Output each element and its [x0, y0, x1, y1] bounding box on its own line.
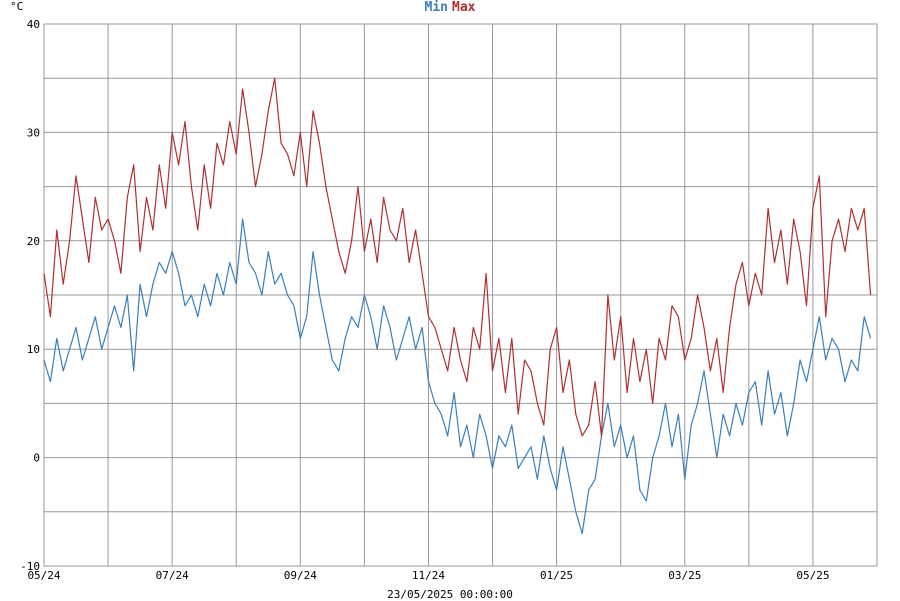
y-tick-label: 10: [27, 343, 40, 356]
y-tick-label: 20: [27, 235, 40, 248]
x-tick-label: 11/24: [412, 569, 445, 582]
legend-entry-min: Min: [424, 0, 448, 15]
x-tick-label: 05/25: [796, 569, 829, 582]
y-tick-label: -10: [20, 560, 40, 573]
x-tick-label: 05/24: [27, 569, 60, 582]
footer-timestamp: 23/05/2025 00:00:00: [387, 588, 513, 601]
y-tick-label: 0: [33, 452, 40, 465]
y-tick-label: 30: [27, 126, 40, 139]
x-tick-label: 03/25: [668, 569, 701, 582]
x-tick-label: 01/25: [540, 569, 573, 582]
series-line-max: [43, 77, 872, 437]
y-axis-unit-label: °C: [10, 0, 24, 13]
chart-legend: Min Max: [0, 0, 900, 15]
legend-entry-max: Max: [452, 0, 476, 15]
y-tick-label: 40: [27, 18, 40, 31]
x-tick-label: 07/24: [156, 569, 189, 582]
series-line-min: [43, 218, 872, 535]
x-tick-label: 09/24: [284, 569, 317, 582]
